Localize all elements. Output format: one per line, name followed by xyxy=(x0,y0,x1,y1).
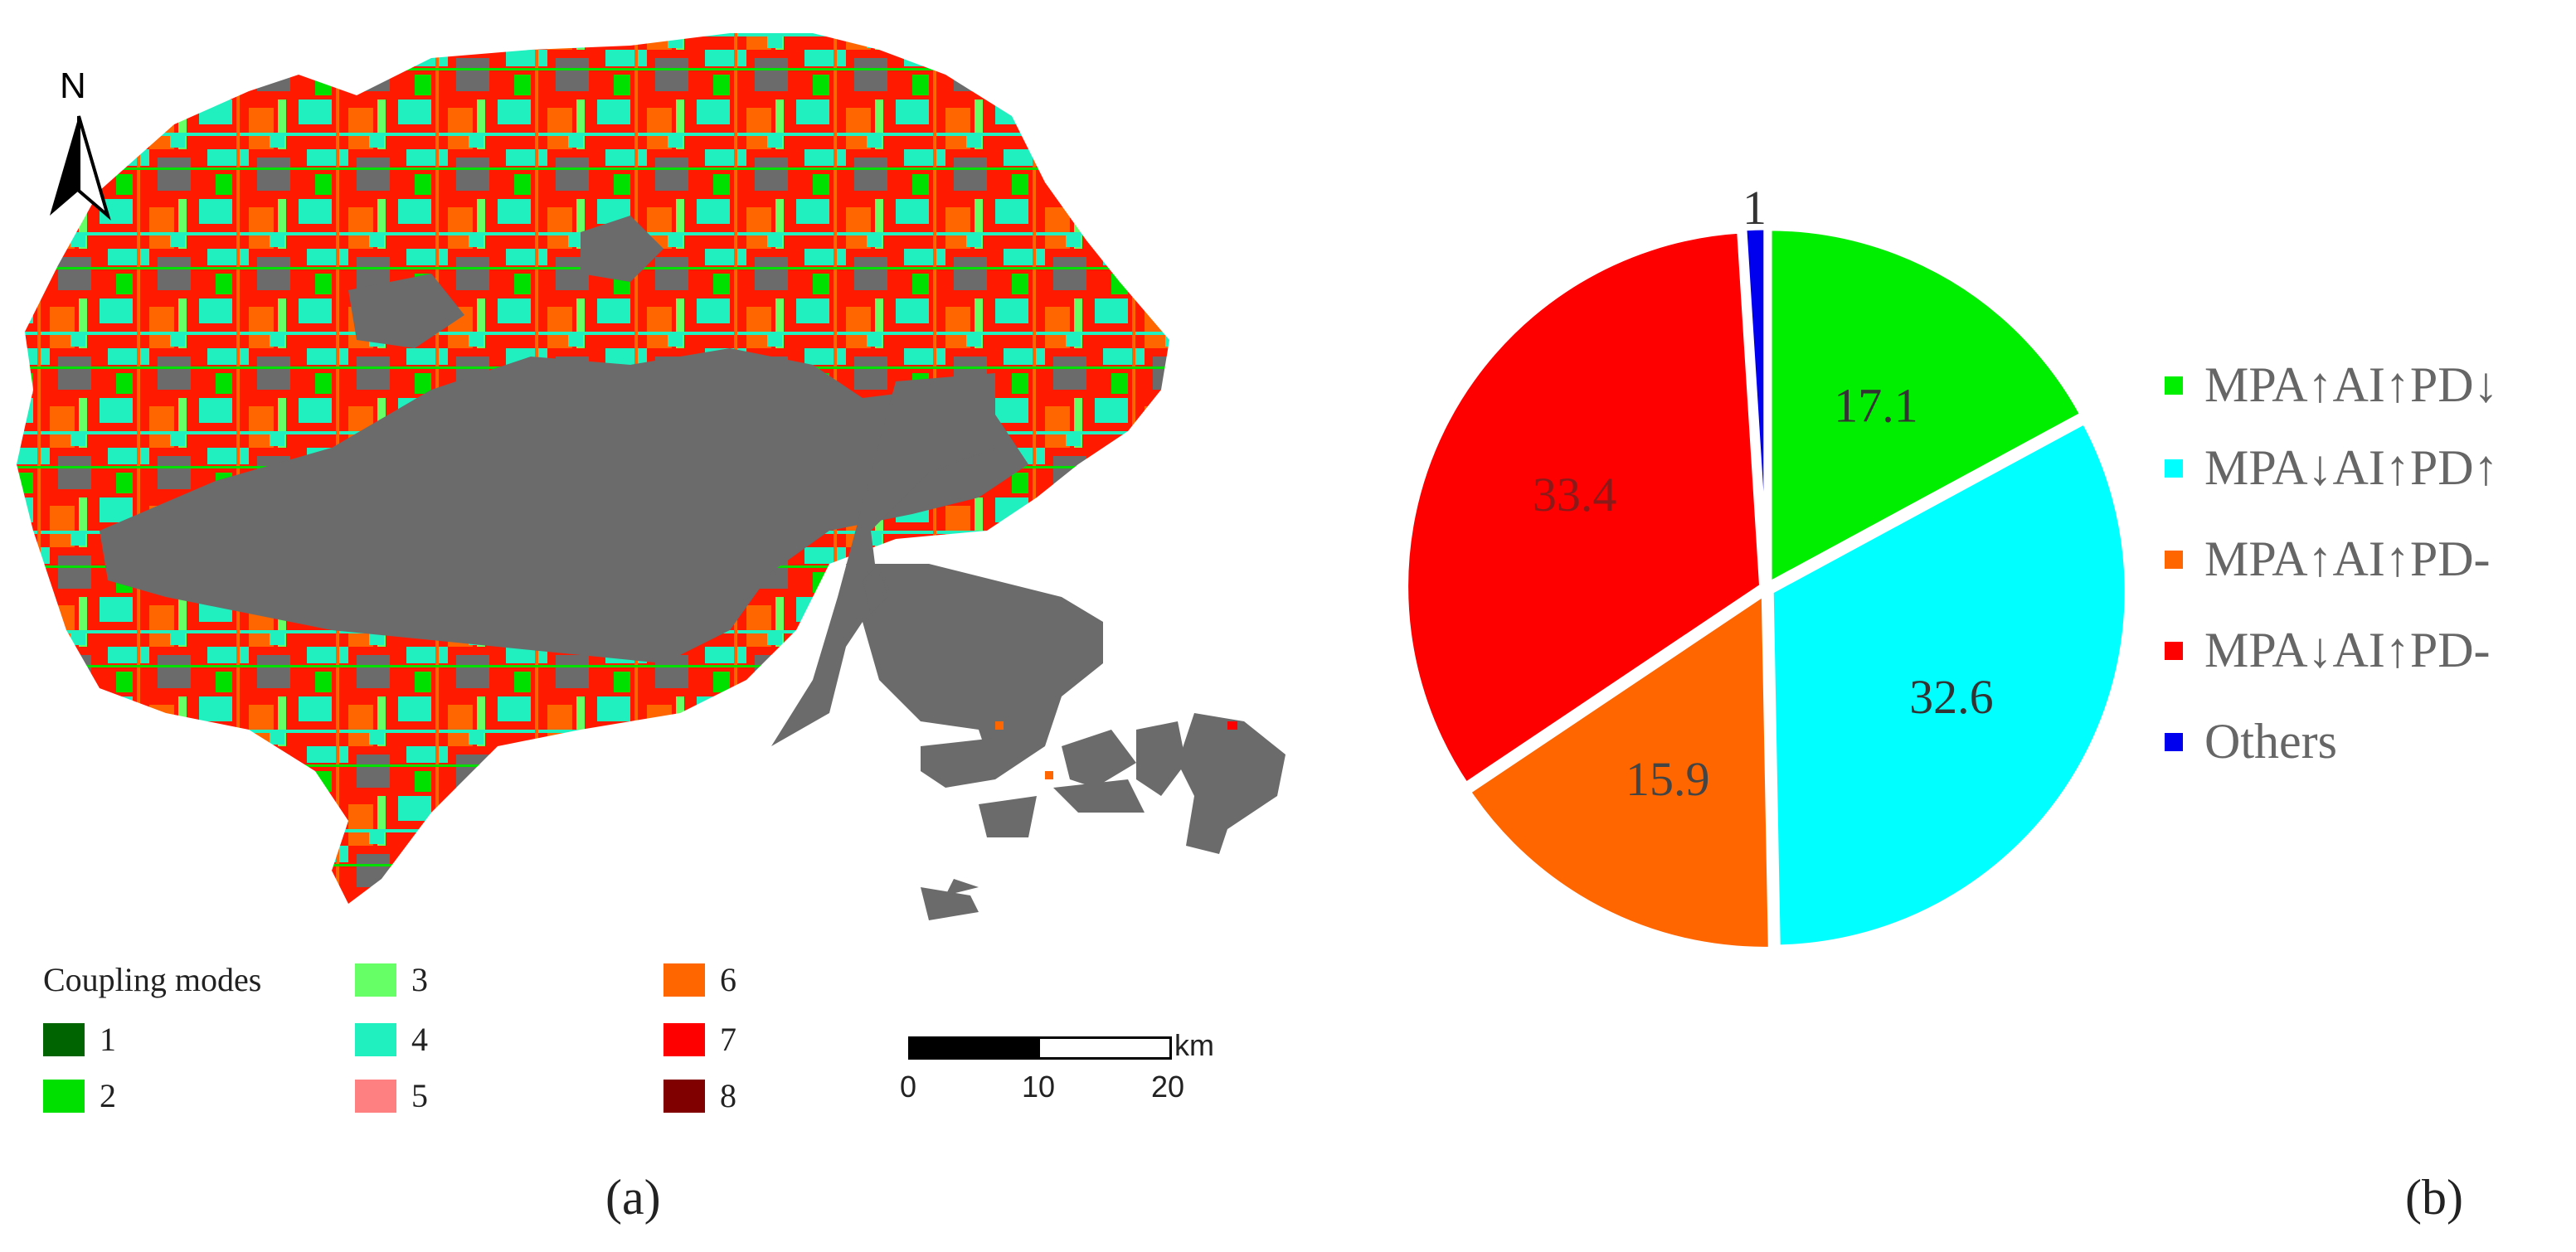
legend-item-3: 3 xyxy=(355,960,428,999)
pie-data-label: 33.4 xyxy=(1533,468,1617,522)
pie-slice xyxy=(1741,224,1770,585)
scale-bar xyxy=(908,1036,1172,1060)
scale-tick-10: 10 xyxy=(1022,1070,1056,1104)
legend-item-4: 4 xyxy=(355,1020,428,1059)
pie-slice xyxy=(1402,227,1766,789)
legend-item-label: 2 xyxy=(100,1077,116,1114)
pie-legend-item-2: MPA↑AI↑PD- xyxy=(2165,531,2491,588)
urban-patch-island xyxy=(1062,730,1136,788)
pie-legend-item-4: Others xyxy=(2165,713,2337,770)
pie-legend-label: Others xyxy=(2204,714,2337,769)
legend-item-6: 6 xyxy=(663,960,736,999)
pie-legend-label: MPA↑AI↑PD↓ xyxy=(2204,357,2499,412)
pie-legend-item-1: MPA↓AI↑PD↑ xyxy=(2165,439,2499,497)
pie-legend-swatch xyxy=(2165,376,2183,395)
pie-slice xyxy=(1464,587,1774,953)
panel-label-a: (a) xyxy=(605,1170,661,1225)
pie-legend-item-0: MPA↑AI↑PD↓ xyxy=(2165,357,2499,414)
pie-legend-swatch xyxy=(2165,550,2183,569)
pie-slice xyxy=(1767,417,2131,951)
scale-unit: km xyxy=(1174,1028,1214,1062)
legend-swatch xyxy=(355,1022,396,1056)
urban-patch-island xyxy=(1178,713,1286,854)
legend-swatch xyxy=(663,963,705,997)
legend-item-label: 8 xyxy=(720,1077,736,1114)
pie-data-label: 1 xyxy=(1742,181,1767,235)
pie-legend-swatch xyxy=(2165,732,2183,751)
urban-patch-island xyxy=(1053,779,1145,813)
urban-patch-island xyxy=(863,564,887,614)
pie-legend-label: MPA↓AI↑PD↑ xyxy=(2204,440,2499,495)
urban-area xyxy=(100,348,1028,663)
legend-swatch xyxy=(355,1079,396,1113)
pie-slice xyxy=(1766,225,2087,590)
north-label: N xyxy=(60,66,86,106)
legend-item-5: 5 xyxy=(355,1076,428,1115)
legend-item-2: 2 xyxy=(43,1076,116,1115)
coupling-mode-map: N xyxy=(17,33,1286,920)
urban-patch-island xyxy=(921,738,995,788)
legend-item-8: 8 xyxy=(663,1076,736,1115)
scale-tick-20: 20 xyxy=(1151,1070,1185,1104)
legend-item-label: 4 xyxy=(411,1021,428,1058)
urban-patch-island xyxy=(921,887,979,920)
legend-title: Coupling modes xyxy=(43,961,262,998)
legend-swatch xyxy=(355,963,396,997)
legend-item-1: 1 xyxy=(43,1020,116,1059)
legend-item-label: 1 xyxy=(100,1021,116,1058)
pie-legend-label: MPA↑AI↑PD- xyxy=(2204,531,2491,586)
legend-swatch xyxy=(43,1079,85,1113)
legend-item-label: 3 xyxy=(411,961,428,998)
legend-item-label: 5 xyxy=(411,1077,428,1114)
pie-data-label: 17.1 xyxy=(1834,378,1918,432)
urban-patch-island xyxy=(945,879,979,895)
pie-data-label: 15.9 xyxy=(1626,752,1709,806)
pie-chart: 17.1 32.6 15.9 33.4 1 xyxy=(1402,181,2131,953)
urban-patch-island xyxy=(979,796,1037,837)
north-arrow-icon xyxy=(50,115,111,221)
pie-legend-swatch xyxy=(2165,641,2183,660)
legend-swatch xyxy=(663,1022,705,1056)
urban-area-east xyxy=(846,564,1103,779)
legend-swatch xyxy=(43,1022,85,1056)
pie-legend-item-3: MPA↓AI↑PD- xyxy=(2165,622,2491,679)
legend-item-7: 7 xyxy=(663,1020,736,1059)
urban-patch xyxy=(581,216,663,282)
legend-swatch xyxy=(663,1079,705,1113)
legend-item-label: 6 xyxy=(720,961,736,998)
legend-item-label: 7 xyxy=(720,1021,736,1058)
urban-patch-island xyxy=(1136,721,1186,796)
scale-tick-0: 0 xyxy=(900,1070,917,1104)
pie-data-label: 32.6 xyxy=(1909,670,1994,724)
pie-legend-swatch xyxy=(2165,459,2183,478)
panel-label-b: (b) xyxy=(2405,1170,2463,1225)
pie-legend-label: MPA↓AI↑PD- xyxy=(2204,623,2491,677)
urban-patch xyxy=(348,274,464,348)
urban-area-east xyxy=(771,373,995,746)
